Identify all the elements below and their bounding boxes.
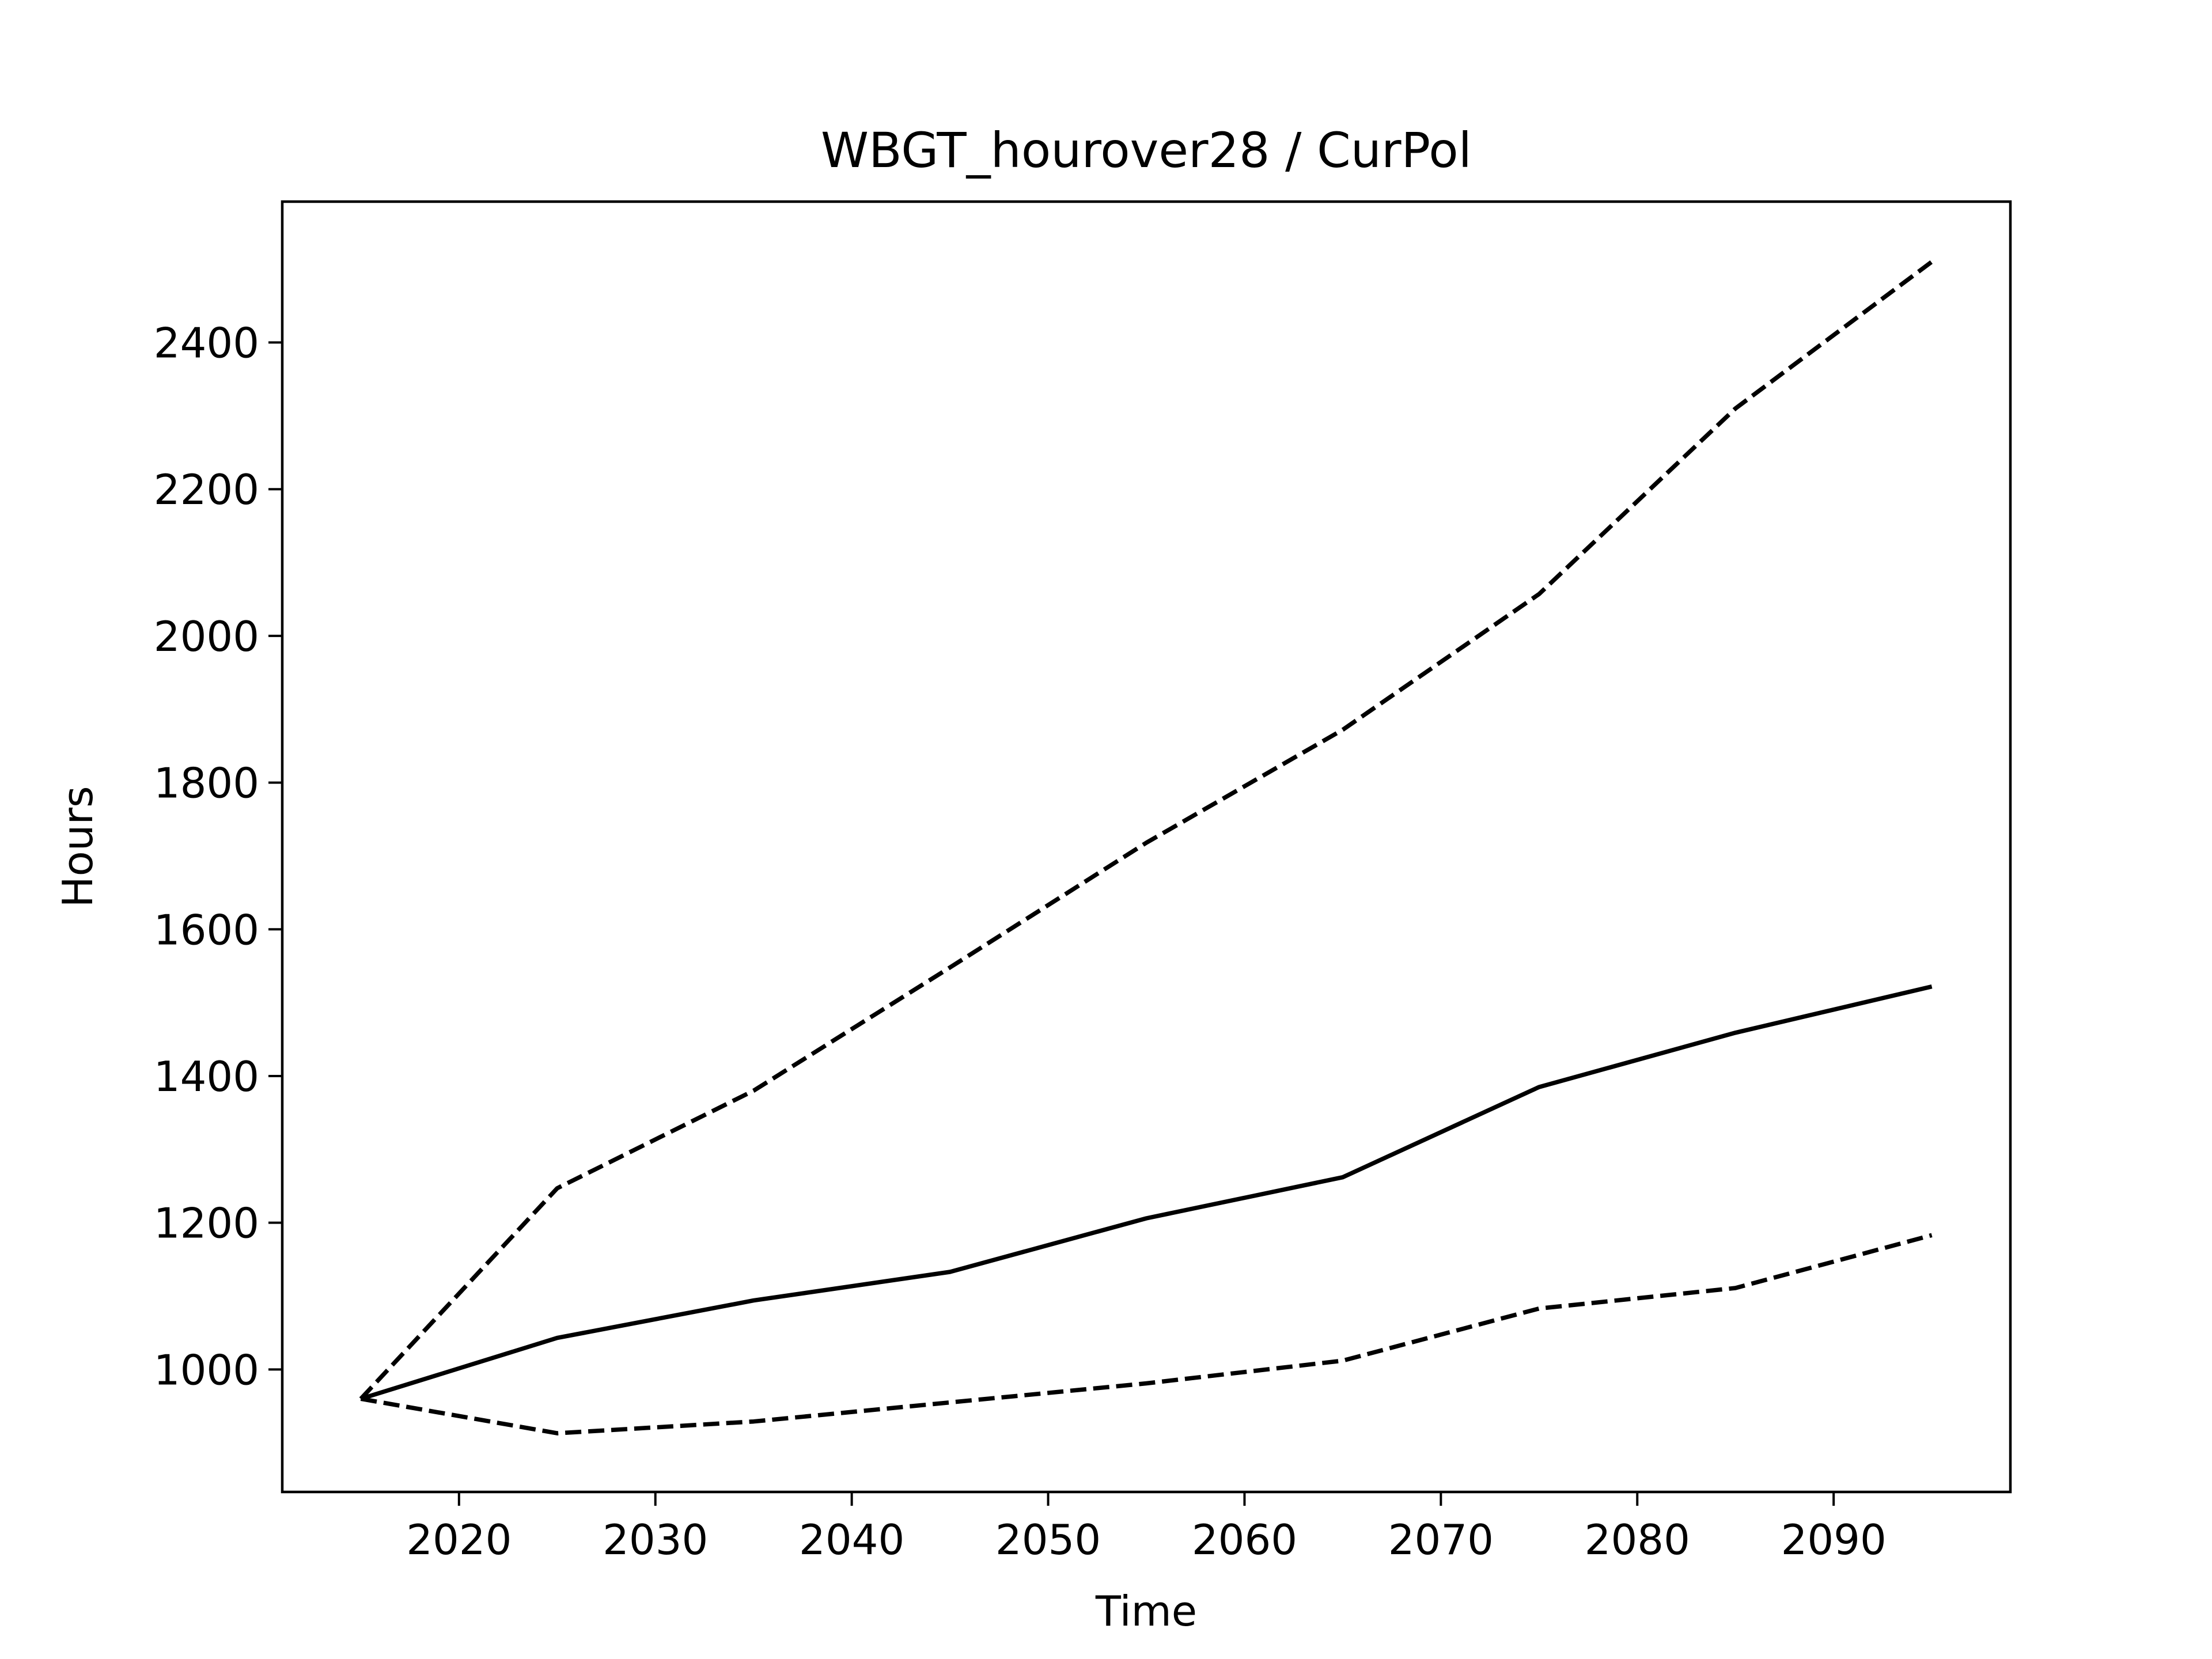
y-tick-label: 2000 <box>154 612 259 661</box>
series-layer <box>359 260 1933 1435</box>
x-tick-label: 2090 <box>1781 1516 1887 1564</box>
x-tick-label: 2050 <box>995 1516 1101 1564</box>
series-line-median <box>360 984 1933 1401</box>
y-axis-label: Hours <box>54 786 102 908</box>
series-line-upper <box>359 260 1933 1400</box>
y-tick-label: 2200 <box>154 465 259 514</box>
x-axis-label: Time <box>1095 1587 1197 1635</box>
y-tick-label: 2400 <box>154 319 259 368</box>
plot-frame <box>281 200 2012 1494</box>
y-tick-label: 1600 <box>154 906 259 954</box>
series-line-lower <box>360 1233 1933 1435</box>
chart-title: WBGT_hourover28 / CurPol <box>821 122 1472 179</box>
y-tick-label: 1000 <box>154 1346 259 1394</box>
y-tick-label: 1200 <box>154 1199 259 1248</box>
y-tick-label: 1400 <box>154 1052 259 1101</box>
x-tick-label: 2060 <box>1192 1516 1297 1564</box>
x-tick-label: 2040 <box>799 1516 904 1564</box>
x-tick-label: 2070 <box>1388 1516 1494 1564</box>
x-tick-label: 2020 <box>406 1516 512 1564</box>
x-axis-ticks: 2020 2030 2040 2050 2060 2070 2080 2090 <box>406 1492 1887 1564</box>
x-tick-label: 2030 <box>603 1516 708 1564</box>
x-tick-label: 2080 <box>1585 1516 1690 1564</box>
y-tick-label: 1800 <box>154 759 259 808</box>
y-axis-ticks: 1000 1200 1400 1600 1800 2000 2200 2400 <box>154 319 282 1394</box>
